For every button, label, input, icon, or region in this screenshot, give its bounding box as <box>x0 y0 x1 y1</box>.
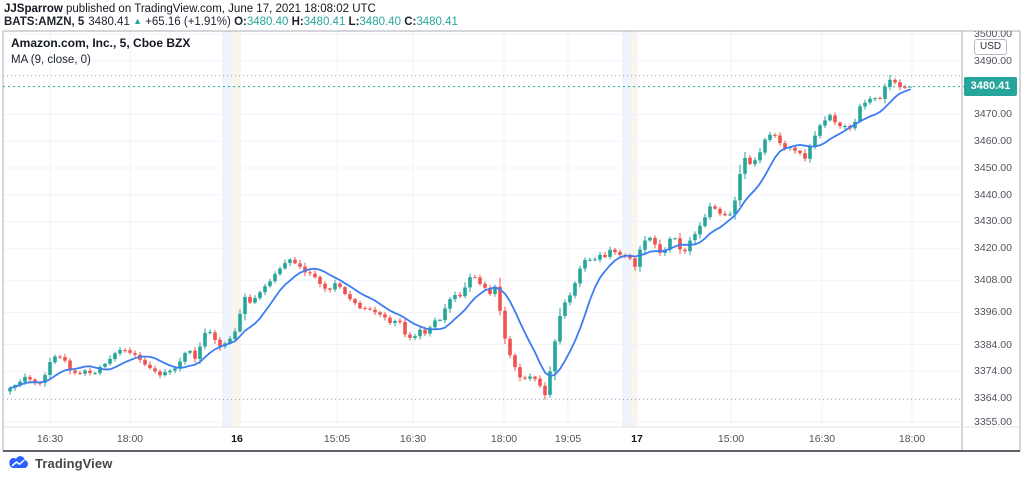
tradingview-logo-text: TradingView <box>35 456 113 471</box>
price-tick: 3355.00 <box>974 416 1012 429</box>
legend-ma-indicator[interactable]: MA (9, close, 0) <box>11 54 91 66</box>
price-tick: 3450.00 <box>974 161 1012 174</box>
time-tick: 19:05 <box>554 433 582 445</box>
time-tick: 15:00 <box>717 433 745 445</box>
up-triangle-icon: ▲ <box>133 16 142 26</box>
price-tick: 3430.00 <box>974 215 1012 228</box>
time-tick: 18:00 <box>116 433 144 445</box>
price-tick: 3460.00 <box>974 135 1012 148</box>
price-tick: 3470.00 <box>974 108 1012 121</box>
symbol-interval: BATS:AMZN, 5 <box>4 16 85 28</box>
price-tick: 3420.00 <box>974 242 1012 255</box>
time-tick: 18:00 <box>898 433 926 445</box>
close-value: 3480.41 <box>416 16 458 28</box>
high-value: 3480.41 <box>303 16 346 28</box>
price-tick: 3374.00 <box>974 365 1012 378</box>
low-value: 3480.40 <box>359 16 401 28</box>
time-tick: 16:30 <box>808 433 836 445</box>
price-change: +65.16 (+1.91%) <box>145 16 231 28</box>
symbol-status-line: BATS:AMZN, 5 3480.41 ▲ +65.16 (+1.91%) O:… <box>4 16 458 28</box>
publish-attribution: JJSparrow published on TradingView.com, … <box>4 3 376 15</box>
price-tick: 3384.00 <box>974 338 1012 351</box>
publisher-name: JJSparrow <box>4 3 63 15</box>
high-label: H: <box>291 16 304 28</box>
header-last-price: 3480.41 <box>88 16 130 28</box>
price-tick: 3490.00 <box>974 55 1012 67</box>
currency-badge: USD <box>974 39 1008 55</box>
price-tick: 3440.00 <box>974 188 1012 201</box>
open-label: O: <box>234 16 247 28</box>
tradingview-logo[interactable]: TradingView <box>8 456 112 471</box>
tradingview-logo-icon <box>9 456 29 468</box>
published-info: published on TradingView.com, June 17, 2… <box>62 3 376 15</box>
close-label: C: <box>404 16 417 28</box>
legend-symbol-title[interactable]: Amazon.com, Inc., 5, Cboe BZX <box>11 36 191 50</box>
price-tick: 3408.00 <box>974 274 1012 287</box>
time-tick: 17 <box>631 433 643 445</box>
price-tick: 3500.00 <box>974 31 1012 41</box>
price-axis[interactable]: USD 3500.00 3490.00 3470.00 3460.00 3450.00 3… <box>962 31 1020 451</box>
last-price-label: 3480.41 <box>964 77 1017 97</box>
time-tick: 16:30 <box>36 433 64 445</box>
time-tick: 16 <box>231 433 243 445</box>
time-axis[interactable]: 16:30 18:00 16 15:05 16:30 18:00 19:05 17 15:00 1… <box>3 427 962 451</box>
open-value: 3480.40 <box>246 16 289 28</box>
chart-legend: Amazon.com, Inc., 5, Cboe BZX MA (9, clo… <box>11 36 190 67</box>
time-tick: 16:30 <box>399 433 427 445</box>
low-label: L: <box>348 16 360 28</box>
price-tick: 3364.00 <box>974 391 1012 404</box>
time-tick: 15:05 <box>323 433 351 445</box>
time-tick: 18:00 <box>490 433 518 445</box>
price-tick: 3396.00 <box>974 306 1012 319</box>
